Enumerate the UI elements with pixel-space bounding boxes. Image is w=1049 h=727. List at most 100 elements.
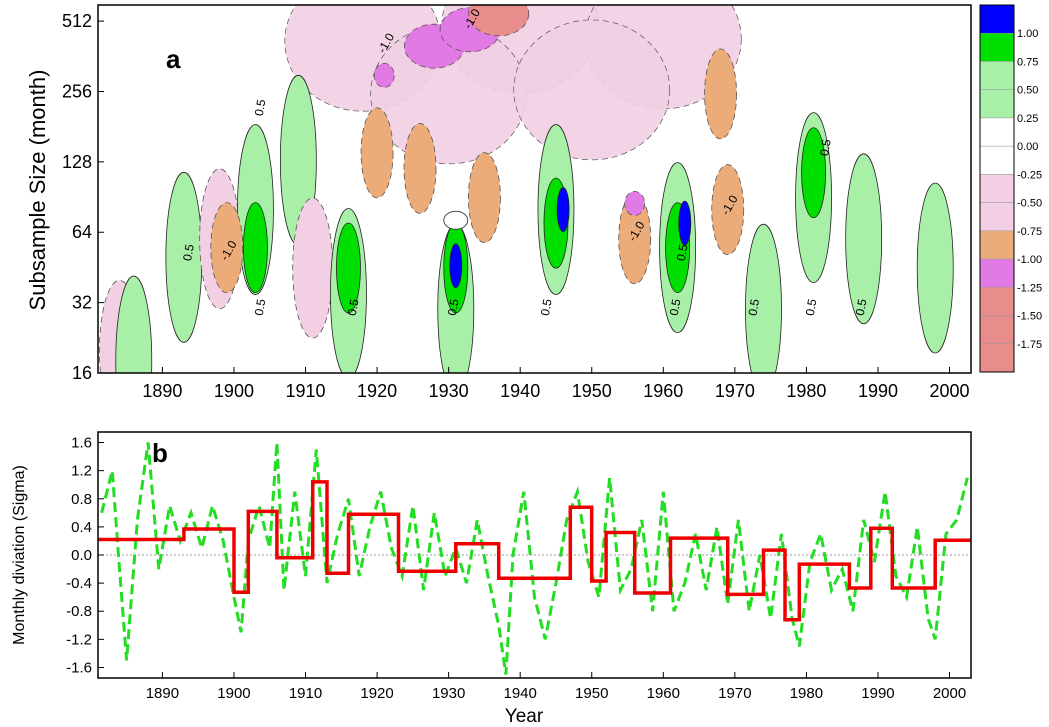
series-monthly-deviation (100, 442, 969, 675)
panel-a-y-ticks: 16 32 64 128 256 512 (62, 11, 104, 383)
colorbar-swatch (979, 202, 1015, 232)
x-tick-label: 1910 (285, 381, 325, 401)
colorbar-swatch (979, 258, 1015, 288)
heatmap-cell (443, 210, 469, 230)
heatmap-cell (115, 275, 153, 373)
x-tick-label: 1970 (718, 685, 751, 702)
y-tick-label: 1.2 (71, 463, 92, 480)
contour-label: 0.5 (745, 298, 762, 317)
panel-b-y-ticks: 1.6 1.2 0.8 0.4 0.0 -0.4 -0.8 -1.2 -1.6 (66, 435, 104, 676)
y-tick-label: 0.8 (71, 491, 92, 508)
y-tick-label: -1.2 (66, 631, 92, 648)
contour-label: 0.5 (538, 298, 555, 317)
heatmap-cell (801, 127, 826, 219)
x-tick-label: 1910 (289, 685, 322, 702)
colorbar-swatch (979, 315, 1015, 345)
x-tick-label: 1900 (217, 685, 250, 702)
colorbar-label: 0.75 (1017, 56, 1038, 68)
colorbar-label: 1.00 (1017, 28, 1038, 40)
contour-label: 0.5 (674, 243, 691, 262)
x-tick-label: 1940 (500, 381, 540, 401)
panel-a-y-axis-label: Subsample Size (month) (25, 70, 50, 311)
heatmap-blobs (99, 5, 954, 373)
x-tick-label: 1990 (861, 685, 894, 702)
series-step-mean (98, 480, 971, 622)
panel-b: 1890 1900 1910 1920 1930 1940 1950 1960 1970 1980… (11, 431, 972, 727)
y-tick-label: 16 (72, 363, 92, 383)
contour-label: 0.5 (180, 243, 197, 262)
contour-label: 0.5 (252, 298, 269, 317)
x-tick-label: 1900 (214, 381, 254, 401)
heatmap-cell (556, 187, 570, 232)
heatmap-cell (449, 243, 463, 289)
colorbar-swatches (979, 4, 1015, 373)
contour-label: 0.5 (445, 298, 462, 317)
heatmap-cell (845, 153, 883, 325)
colorbar-label: -0.75 (1017, 226, 1042, 238)
colorbar-label: -0.50 (1017, 198, 1042, 210)
heatmap-cell (711, 164, 745, 255)
x-tick-label: 1980 (790, 685, 823, 702)
x-tick-label: 1890 (142, 381, 182, 401)
y-tick-label: -1.6 (66, 659, 92, 676)
colorbar-swatch (979, 174, 1015, 203)
y-tick-label: 512 (62, 11, 92, 31)
colorbar-swatch (979, 230, 1015, 260)
y-tick-label: 128 (62, 152, 92, 172)
y-tick-label: 0.4 (71, 519, 92, 536)
x-tick-label: 1980 (786, 381, 826, 401)
colorbar-swatch (979, 343, 1015, 373)
colorbar-swatch (979, 287, 1015, 316)
colorbar-label: -1.25 (1017, 282, 1042, 294)
colorbar-swatch (979, 61, 1015, 90)
x-tick-label: 2000 (930, 381, 970, 401)
colorbar-swatch (979, 145, 1015, 175)
panel-a-x-ticks: 1890 1900 1910 1920 1930 1940 1950 1960 1970 1980… (142, 367, 970, 401)
colorbar: 1.00 0.75 0.50 0.25 0.00 -0.25 -0.50 -0.75 -1.00… (979, 4, 1042, 373)
x-tick-label: 1970 (715, 381, 755, 401)
x-tick-label: 1940 (504, 685, 537, 702)
colorbar-label: -1.00 (1017, 254, 1042, 266)
y-tick-label: 256 (62, 81, 92, 101)
x-tick-label: 1930 (432, 685, 465, 702)
panel-b-y-axis-label: Monthly diviation (Sigma) (11, 465, 28, 645)
colorbar-label: -1.50 (1017, 311, 1042, 323)
heatmap-cell (360, 107, 394, 199)
colorbar-swatch (979, 117, 1015, 147)
heatmap-cell (624, 191, 646, 216)
x-tick-label: 1950 (575, 685, 608, 702)
y-tick-label: -0.8 (66, 603, 92, 620)
contour-label: 0.5 (817, 138, 834, 157)
contour-labels: 0.50.50.5 0.5 0.5 0.50.50.5 0.5 0.5 0.50.5-1.0… (180, 6, 869, 317)
heatmap-cell (745, 223, 782, 373)
y-tick-label: 64 (72, 222, 92, 242)
panel-a-label: a (166, 44, 181, 74)
x-tick-label: 1950 (572, 381, 612, 401)
heatmap-cell (210, 202, 244, 294)
heatmap-cell (292, 197, 334, 339)
x-tick-label: 1960 (643, 381, 683, 401)
x-tick-label: 2000 (933, 685, 966, 702)
contour-label: 0.5 (345, 298, 362, 317)
heatmap-cell (678, 200, 692, 246)
heatmap-cell (468, 152, 501, 244)
contour-label: 0.5 (667, 298, 684, 317)
y-tick-label: 32 (72, 293, 92, 313)
contour-label: 0.5 (853, 298, 870, 317)
x-tick-label: 1960 (647, 685, 680, 702)
colorbar-labels: 1.00 0.75 0.50 0.25 0.00 -0.25 -0.50 -0.75 -1.00… (1017, 28, 1042, 351)
y-tick-label: 0.0 (71, 547, 92, 564)
heatmap-cell (704, 48, 737, 140)
x-tick-label: 1930 (429, 381, 469, 401)
heatmap-cell (243, 202, 268, 294)
x-tick-label: 1920 (360, 685, 393, 702)
heatmap-cell (916, 182, 954, 354)
panel-b-x-axis-label: Year (505, 706, 544, 727)
heatmap-cell (403, 123, 437, 214)
contour-label: 0.5 (252, 98, 269, 117)
panel-b-x-ticks: 1890 1900 1910 1920 1930 1940 1950 1960 1970 1980… (146, 672, 966, 702)
colorbar-label: -1.75 (1017, 339, 1042, 351)
colorbar-label: 0.00 (1017, 141, 1038, 153)
panel-a: 1890 1900 1910 1920 1930 1940 1950 1960 1970 1980… (25, 4, 972, 401)
